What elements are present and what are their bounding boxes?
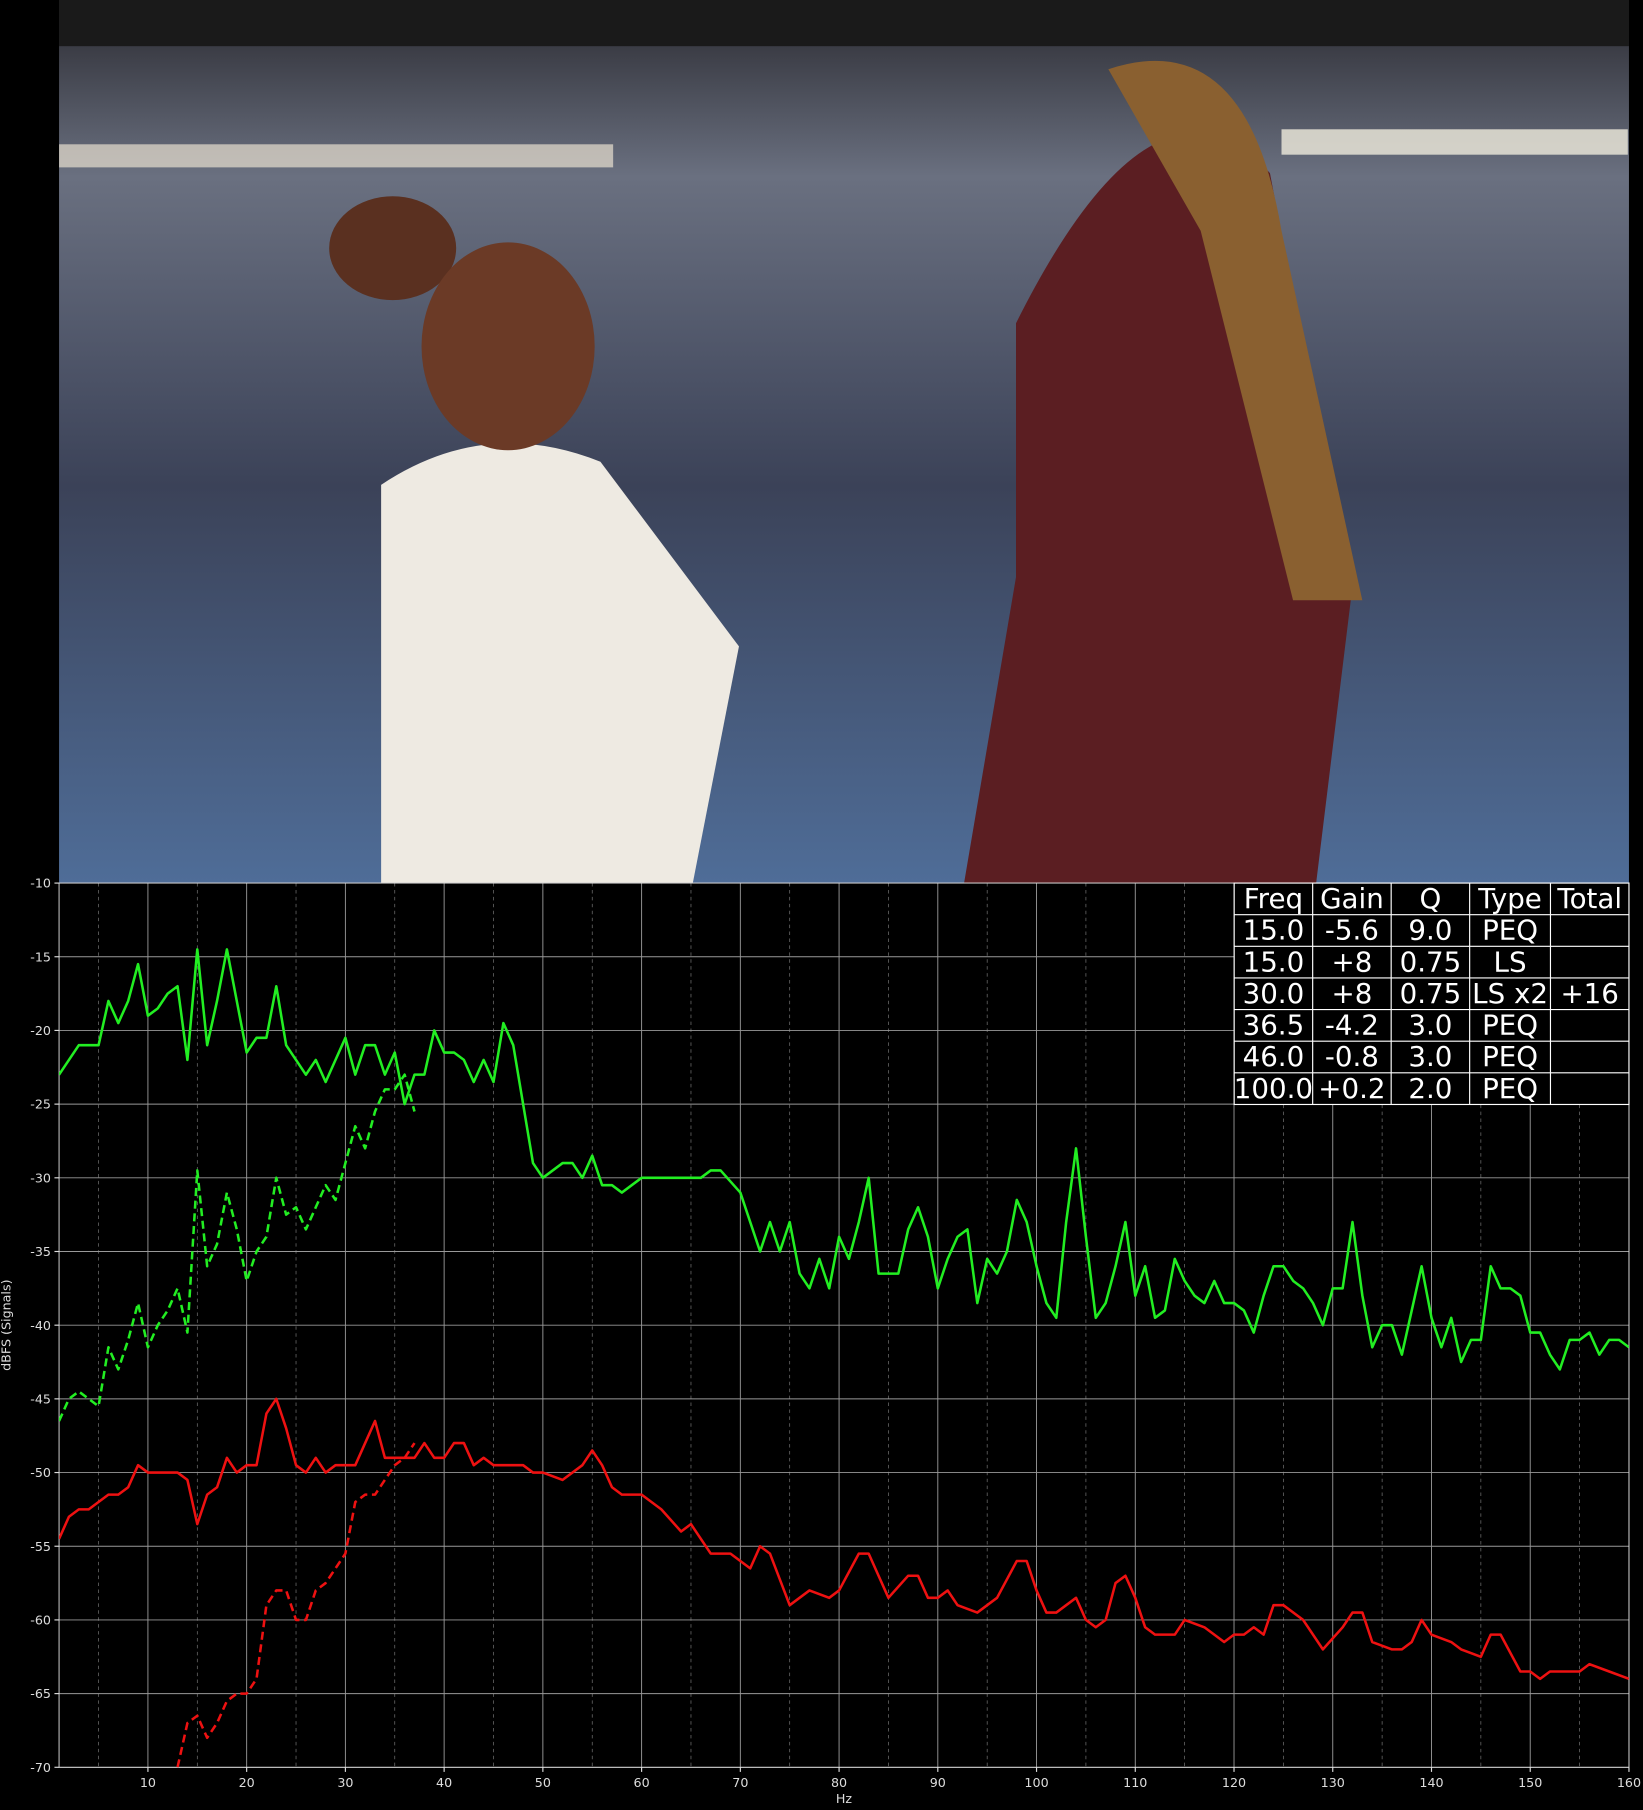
table-cell: 3.0 bbox=[1408, 1040, 1452, 1073]
y-tick-label: -35 bbox=[30, 1244, 51, 1259]
table-cell: +8 bbox=[1332, 945, 1373, 978]
y-tick-label: -40 bbox=[30, 1318, 51, 1333]
x-tick-label: 80 bbox=[831, 1775, 847, 1790]
plot-frame bbox=[58, 882, 1630, 1768]
table-cell: 15.0 bbox=[1243, 945, 1305, 978]
y-tick-label: -50 bbox=[30, 1465, 51, 1480]
x-tick-label: 100 bbox=[1024, 1775, 1048, 1790]
x-tick-label: 140 bbox=[1419, 1775, 1443, 1790]
table-cell: 3.0 bbox=[1408, 1009, 1452, 1042]
series-line bbox=[59, 1073, 416, 1422]
table-cell: 30.0 bbox=[1243, 977, 1305, 1010]
x-tick-label: 60 bbox=[634, 1775, 650, 1790]
series-line bbox=[59, 948, 1629, 1371]
x-tick-label: 20 bbox=[239, 1775, 255, 1790]
y-tick-label: -60 bbox=[30, 1613, 51, 1628]
x-tick-label: 130 bbox=[1321, 1775, 1345, 1790]
table-cell: +8 bbox=[1332, 977, 1373, 1010]
x-tick-label: 110 bbox=[1123, 1775, 1147, 1790]
y-axis-label: dBFS (Signals) bbox=[0, 1279, 14, 1370]
y-tick-label: -65 bbox=[30, 1686, 51, 1701]
table-cell: 0.75 bbox=[1400, 945, 1462, 978]
table-cell: PEQ bbox=[1482, 1009, 1538, 1042]
photo bbox=[59, 0, 1629, 884]
table-cell: LS bbox=[1494, 945, 1527, 978]
table-cell: PEQ bbox=[1482, 1040, 1538, 1073]
y-tick-label: -45 bbox=[30, 1391, 51, 1406]
table-cell: PEQ bbox=[1482, 914, 1538, 947]
y-tick-label: -10 bbox=[30, 876, 51, 891]
x-tick-label: 40 bbox=[436, 1775, 452, 1790]
series-group bbox=[59, 948, 1629, 1768]
table-cell: 100.0 bbox=[1234, 1072, 1313, 1105]
table-header: Type bbox=[1477, 882, 1542, 915]
table-header: Q bbox=[1420, 882, 1442, 915]
table-cell: 46.0 bbox=[1243, 1040, 1305, 1073]
x-tick-label: 70 bbox=[732, 1775, 748, 1790]
y-tick-label: -15 bbox=[30, 949, 51, 964]
x-tick-label: 50 bbox=[535, 1775, 551, 1790]
table-cell: +16 bbox=[1560, 977, 1618, 1010]
series-line bbox=[176, 1442, 416, 1768]
table-cell: -0.8 bbox=[1325, 1040, 1379, 1073]
table-cell: 15.0 bbox=[1243, 914, 1305, 947]
x-tick-label: 150 bbox=[1518, 1775, 1542, 1790]
table-cell: LS x2 bbox=[1472, 977, 1548, 1010]
table-cell: +0.2 bbox=[1318, 1072, 1385, 1105]
table-cell: -4.2 bbox=[1325, 1009, 1379, 1042]
table-header: Freq bbox=[1244, 882, 1303, 915]
y-tick-label: -30 bbox=[30, 1170, 51, 1185]
y-tick-label: -25 bbox=[30, 1097, 51, 1112]
y-tick-label: -20 bbox=[30, 1023, 51, 1038]
x-axis-label: Hz bbox=[836, 1791, 853, 1806]
table-bg bbox=[1233, 882, 1630, 1106]
table-cell: 0.75 bbox=[1400, 977, 1462, 1010]
table-header: Gain bbox=[1320, 882, 1384, 915]
x-tick-label: 160 bbox=[1617, 1775, 1641, 1790]
table-cell: 9.0 bbox=[1408, 914, 1452, 947]
x-tick-label: 90 bbox=[930, 1775, 946, 1790]
y-tick-label: -70 bbox=[30, 1760, 51, 1775]
x-tick-label: 120 bbox=[1222, 1775, 1246, 1790]
y-tick-label: -55 bbox=[30, 1539, 51, 1554]
table-cell: PEQ bbox=[1482, 1072, 1538, 1105]
x-tick-label: 10 bbox=[140, 1775, 156, 1790]
eq-table: Freq Gain Q Type Total 15.0 -5.6 9.0 PEQ 15.0 +8 0.… bbox=[1233, 882, 1630, 1106]
table-header: Total bbox=[1556, 882, 1622, 915]
table-cell: -5.6 bbox=[1325, 914, 1379, 947]
table-cell: 36.5 bbox=[1243, 1009, 1305, 1042]
series-line bbox=[59, 1397, 1629, 1681]
x-tick-label: 30 bbox=[337, 1775, 353, 1790]
table-cell: 2.0 bbox=[1408, 1072, 1452, 1105]
chart: -10 -15 -20 -25 -30 -35 -40 -45 -50 -55 -60 -65 -70 1… bbox=[30, 876, 1641, 1790]
